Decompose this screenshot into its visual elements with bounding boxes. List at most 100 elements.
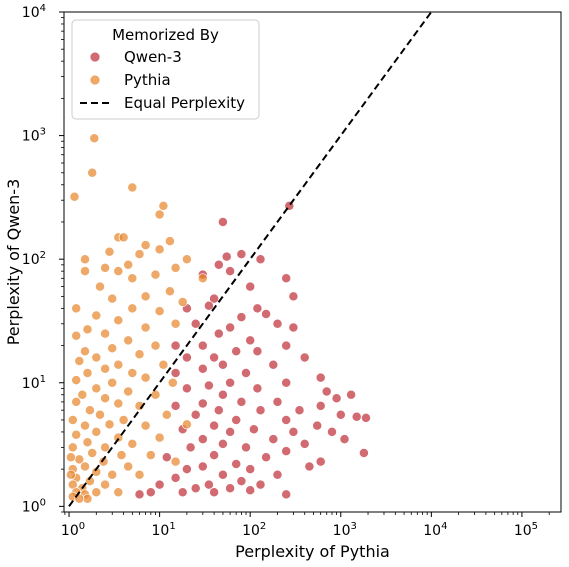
point-pythia-19 xyxy=(80,266,90,277)
point-pythia-83 xyxy=(98,456,109,467)
point-pythia-36 xyxy=(100,328,111,339)
point-pythia-32 xyxy=(113,315,124,326)
point-qwen-3-86 xyxy=(272,469,283,480)
point-pythia-0 xyxy=(89,133,100,144)
point-pythia-8 xyxy=(164,236,175,247)
point-pythia-27 xyxy=(177,297,188,307)
point-pythia-84 xyxy=(170,456,181,467)
point-qwen-3-39 xyxy=(203,380,214,391)
point-qwen-3-34 xyxy=(241,368,251,378)
legend-marker-qwen-3 xyxy=(89,51,101,63)
point-pythia-42 xyxy=(134,349,145,360)
point-pythia-20 xyxy=(150,269,161,280)
point-pythia-12 xyxy=(134,249,145,260)
point-pythia-81 xyxy=(145,450,156,461)
point-qwen-3-19 xyxy=(225,322,236,333)
point-qwen-3-25 xyxy=(281,340,292,351)
point-pythia-77 xyxy=(100,442,111,453)
point-pythia-13 xyxy=(181,254,192,265)
point-pythia-25 xyxy=(140,291,151,302)
point-pythia-23 xyxy=(95,281,105,292)
point-pythia-67 xyxy=(104,419,115,430)
point-pythia-26 xyxy=(107,293,118,304)
point-pythia-58 xyxy=(100,393,111,404)
point-qwen-3-51 xyxy=(213,405,224,416)
point-qwen-3-30 xyxy=(299,352,310,363)
point-pythia-10 xyxy=(154,244,165,255)
point-qwen-3-21 xyxy=(213,328,224,339)
y-tick-label-4: 104 xyxy=(22,3,46,21)
point-qwen-3-83 xyxy=(245,464,256,475)
point-pythia-37 xyxy=(71,330,82,341)
point-pythia-68 xyxy=(80,420,90,431)
point-pythia-3 xyxy=(127,182,138,193)
point-pythia-80 xyxy=(116,450,127,461)
point-qwen-3-67 xyxy=(197,434,208,445)
point-pythia-60 xyxy=(113,398,124,409)
x-axis-ticks: 100 101 102 103 104 105 xyxy=(61,512,550,539)
point-qwen-3-11 xyxy=(209,293,220,304)
point-qwen-3-75 xyxy=(358,448,369,458)
x-tick-label-0: 100 xyxy=(61,521,85,539)
y-tick-label-0: 100 xyxy=(22,497,46,515)
y-tick-label-2: 102 xyxy=(22,250,46,268)
x-tick-label-4: 104 xyxy=(423,521,447,539)
point-qwen-3-77 xyxy=(261,452,272,463)
point-qwen-3-78 xyxy=(161,452,172,463)
equal-perplexity-line xyxy=(68,12,433,507)
point-qwen-3-40 xyxy=(252,383,263,394)
point-pythia-35 xyxy=(82,324,93,335)
point-pythia-98 xyxy=(113,487,124,498)
point-pythia-103 xyxy=(65,469,76,480)
point-qwen-3-6 xyxy=(225,266,236,277)
point-qwen-3-12 xyxy=(203,300,214,311)
point-pythia-11 xyxy=(104,246,115,257)
point-pythia-38 xyxy=(123,335,134,346)
point-qwen-3-18 xyxy=(190,318,201,329)
point-pythia-4 xyxy=(158,200,169,211)
point-pythia-33 xyxy=(170,318,181,329)
point-qwen-3-61 xyxy=(312,420,323,431)
point-pythia-71 xyxy=(91,426,102,437)
point-pythia-69 xyxy=(140,420,151,431)
point-qwen-3-96 xyxy=(209,487,220,498)
point-pythia-78 xyxy=(67,442,78,453)
point-qwen-3-55 xyxy=(361,412,371,423)
point-pythia-24 xyxy=(164,286,175,297)
point-pythia-52 xyxy=(107,377,118,388)
point-qwen-3-80 xyxy=(231,459,242,469)
point-pythia-54 xyxy=(91,383,102,394)
point-pythia-63 xyxy=(95,409,105,420)
point-pythia-43 xyxy=(91,352,102,363)
point-qwen-3-65 xyxy=(225,426,236,437)
point-qwen-3-72 xyxy=(241,442,251,453)
x-axis-label: Perplexity of Pythia xyxy=(235,542,390,561)
x-tick-label-2: 102 xyxy=(242,521,266,539)
point-qwen-3-64 xyxy=(327,426,337,437)
legend-entries: Qwen-3 Pythia Equal Perplexity xyxy=(80,48,245,112)
point-pythia-28 xyxy=(71,303,82,314)
point-pythia-29 xyxy=(127,303,138,314)
point-qwen-3-79 xyxy=(315,456,326,467)
point-qwen-3-22 xyxy=(245,335,256,346)
point-pythia-59 xyxy=(71,396,82,407)
x-tick-label-3: 103 xyxy=(333,521,357,539)
point-qwen-3-49 xyxy=(315,400,326,411)
point-pythia-50 xyxy=(140,372,151,383)
legend-label-qwen-3: Qwen-3 xyxy=(124,48,182,66)
point-pythia-72 xyxy=(71,429,82,440)
point-pythia-1 xyxy=(87,167,98,178)
point-pythia-47 xyxy=(100,363,111,374)
point-qwen-3-88 xyxy=(236,476,247,487)
point-pythia-51 xyxy=(71,375,82,386)
legend-marker-pythia xyxy=(89,74,101,86)
point-qwen-3-9 xyxy=(245,281,256,292)
point-pythia-64 xyxy=(161,409,172,420)
point-qwen-3-68 xyxy=(268,434,279,445)
point-qwen-3-73 xyxy=(185,442,196,453)
point-qwen-3-32 xyxy=(268,359,279,370)
point-qwen-3-66 xyxy=(288,426,299,437)
legend-label-equal-perplexity: Equal Perplexity xyxy=(124,94,245,112)
